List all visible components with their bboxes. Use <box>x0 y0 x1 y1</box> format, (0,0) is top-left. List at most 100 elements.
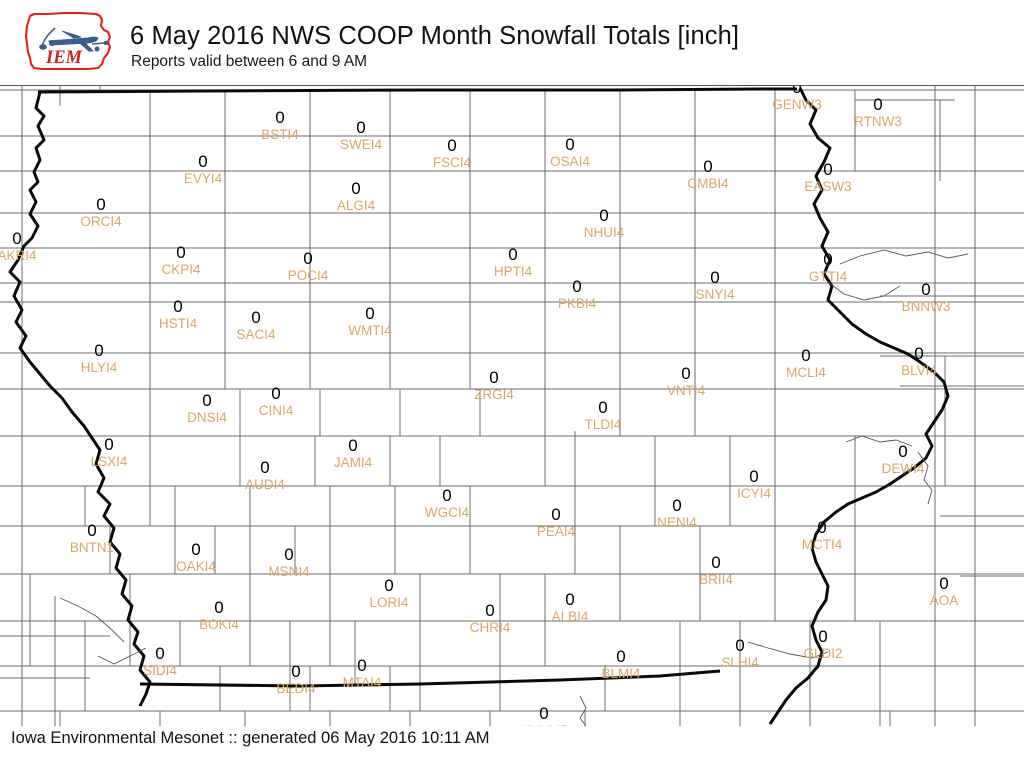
station-plot[interactable]: 0 RTNW3 <box>854 96 902 129</box>
station-value: 0 <box>565 135 575 154</box>
station-id-label: NENI4 <box>657 515 697 530</box>
station-id-label: ALGI4 <box>336 198 376 213</box>
station-id-label: BLMI4 <box>601 666 641 681</box>
station-plot[interactable]: 0 HPTI4 <box>494 246 532 279</box>
station-plot[interactable]: 0 GLDI2 <box>803 628 842 661</box>
footer-caption: Iowa Environmental Mesonet :: generated … <box>11 729 490 747</box>
station-plot[interactable]: 0 ORCI4 <box>80 196 121 229</box>
station-plot[interactable]: 0 EVYI4 <box>184 153 222 186</box>
station-id-label: HSTI4 <box>158 316 198 331</box>
station-plot[interactable]: 0 DEWI4 <box>882 443 925 476</box>
station-plot[interactable]: 0 SACI4 <box>236 309 275 342</box>
station-plot[interactable]: 0 CMBI4 <box>687 158 728 191</box>
station-plot[interactable]: 0 DNSI4 <box>187 392 227 425</box>
station-id-label: BSTI4 <box>261 127 299 142</box>
station-plot[interactable]: 0 MCTI4 <box>802 519 843 552</box>
station-id-label: SLHI4 <box>721 655 759 670</box>
station-plot[interactable]: 0 BRII4 <box>699 554 733 587</box>
station-plot[interactable]: 0 JAMI4 <box>334 437 372 470</box>
station-id-label: CINI4 <box>258 403 294 418</box>
station-plot[interactable]: 0 POCI4 <box>288 250 329 283</box>
station-id-label: LSXI4 <box>90 454 128 469</box>
station-plot[interactable]: 0 HSTI4 <box>159 298 197 331</box>
station-value: 0 <box>291 662 301 681</box>
station-plot[interactable]: 0 NENI4 <box>657 497 697 530</box>
map-canvas[interactable]: 0 GENW3 0 RTNW3 0 BSTI4 0 SWEI4 0 FSCI4 0 OSAI4 0 EVY… <box>0 85 1024 727</box>
station-plot[interactable]: 0 TLDI4 <box>585 399 622 432</box>
station-plot[interactable]: 0 ICYI4 <box>737 468 771 501</box>
station-id-label: WMTI4 <box>348 323 392 338</box>
station-plot[interactable]: 0 BLMI4 <box>601 648 640 681</box>
station-plot[interactable]: 0 SWEI4 <box>340 119 382 152</box>
station-plot[interactable]: 0 CKPI4 <box>161 244 200 277</box>
station-id-label: CKPI4 <box>161 262 201 277</box>
station-plot[interactable]: 0 LSXI4 <box>91 436 128 469</box>
station-plot[interactable]: 0 VNTI4 <box>667 365 705 398</box>
station-plot[interactable]: 0 AKRI4 <box>0 230 37 263</box>
station-plot[interactable]: 0 CINI4 <box>259 385 294 418</box>
iowa-north-border <box>37 87 797 94</box>
station-value: 0 <box>442 486 452 505</box>
station-plot[interactable]: 0 BLVI4 <box>901 345 937 378</box>
station-plot[interactable]: 0 BNTN1 <box>70 522 114 555</box>
station-plot[interactable]: 0 OAKI4 <box>176 541 216 574</box>
station-id-label: MCLI4 <box>786 365 826 380</box>
station-plot[interactable]: 0 EASW3 <box>804 161 851 194</box>
station-plot[interactable]: 0 BOKI4 <box>199 599 239 632</box>
station-plot[interactable]: 0 MSNI4 <box>268 546 309 579</box>
station-plot[interactable]: 0 CHRI4 <box>470 602 511 635</box>
station-plot[interactable]: 0UNVM7 <box>520 704 567 726</box>
station-plot[interactable]: 0 MCLI4 <box>786 347 826 380</box>
station-value: 0 <box>351 179 361 198</box>
station-plot[interactable]: 0 OSAI4 <box>550 136 590 169</box>
iem-logo[interactable]: IEM <box>18 6 126 76</box>
station-plot[interactable]: 0 BEDI4 <box>276 663 315 696</box>
station-plot[interactable]: 0 WMTI4 <box>348 305 392 338</box>
station-id-label: TLDI4 <box>584 417 622 432</box>
station-value: 0 <box>198 152 208 171</box>
station-plot[interactable]: 0 LORI4 <box>369 577 408 610</box>
interior-rivers <box>59 249 969 726</box>
station-value: 0 <box>921 280 931 299</box>
station-value: 0 <box>447 136 457 155</box>
southwest-neighbor-counties <box>0 596 110 726</box>
station-plot[interactable]: 0 SNYI4 <box>695 269 734 302</box>
station-plot[interactable]: 0 BNNW3 <box>902 281 951 314</box>
station-plot[interactable]: 0 AUDI4 <box>245 459 285 492</box>
station-id-label: BNNW3 <box>901 299 951 314</box>
station-plot[interactable]: 0 GTTI4 <box>809 251 847 284</box>
station-value: 0 <box>551 505 561 524</box>
station-id-label: SNYI4 <box>695 287 735 302</box>
station-plot[interactable]: 0 BSTI4 <box>261 109 299 142</box>
station-plot[interactable]: 0 ALBI4 <box>552 591 589 624</box>
station-plot[interactable]: 0 ZRGI4 <box>474 369 514 402</box>
station-plot[interactable]: 0 NHUI4 <box>584 207 625 240</box>
station-plot[interactable]: 0 WGCI4 <box>425 487 469 520</box>
station-plot[interactable]: 0 SLHI4 <box>721 637 759 670</box>
station-plot[interactable]: 0 FSCI4 <box>433 137 471 170</box>
station-plot[interactable]: 0 PKBI4 <box>558 278 596 311</box>
station-value: 0 <box>271 384 281 403</box>
station-id-label: MTAI4 <box>342 675 382 690</box>
station-plot[interactable]: 0 GENW3 <box>772 85 822 112</box>
station-plot[interactable]: 0 MTAI4 <box>343 657 382 690</box>
station-plot[interactable]: 0 AOA <box>930 575 959 608</box>
station-value: 0 <box>489 368 499 387</box>
station-value: 0 <box>792 85 802 97</box>
station-id-label: OAKI4 <box>176 559 216 574</box>
station-id-label: EASW3 <box>804 179 852 194</box>
station-id-label: OSAI4 <box>550 154 590 169</box>
station-value: 0 <box>710 268 720 287</box>
station-id-label: NHUI4 <box>583 225 625 240</box>
station-plot[interactable]: 0 PEAI4 <box>537 506 575 539</box>
station-value: 0 <box>823 250 833 269</box>
county-grid <box>0 86 1024 726</box>
station-plot[interactable]: 0 SIDI4 <box>143 645 177 678</box>
station-id-label: BNTN1 <box>69 540 115 555</box>
station-value: 0 <box>104 435 114 454</box>
station-id-label: CHRI4 <box>469 620 511 635</box>
station-plot[interactable]: 0 ALGI4 <box>337 180 375 213</box>
station-value: 0 <box>539 704 549 723</box>
station-plot[interactable]: 0 HLYI4 <box>81 342 118 375</box>
